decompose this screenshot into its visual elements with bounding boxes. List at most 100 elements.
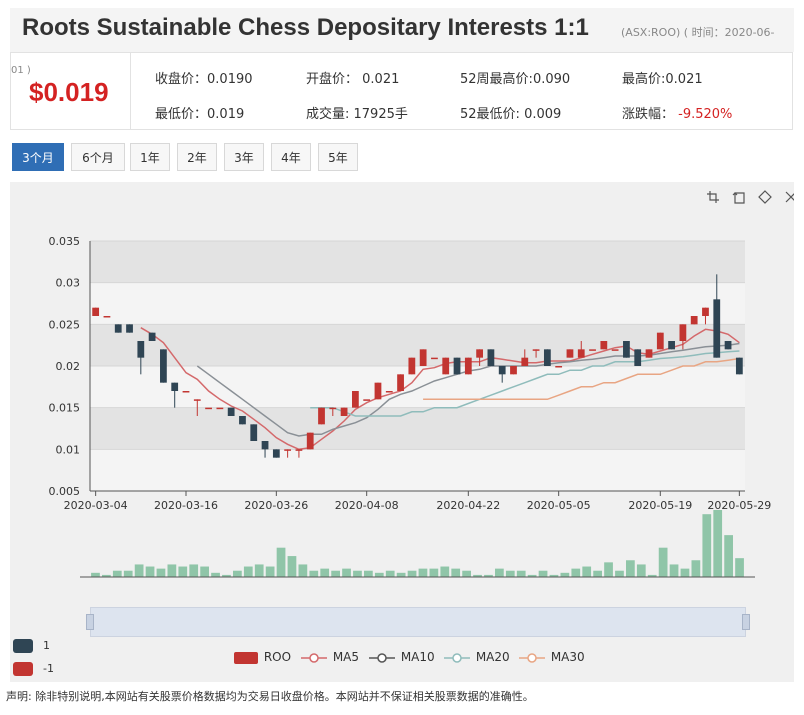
candle-body: [171, 382, 179, 391]
volume-bar: [680, 568, 690, 577]
range-tab-3y[interactable]: 3年: [224, 143, 264, 171]
y-tick-label: 0.015: [49, 402, 81, 415]
volume-bar: [145, 566, 155, 577]
grid-band: [90, 407, 745, 450]
legend-item-roo[interactable]: ROO: [234, 650, 291, 665]
volume-bar: [691, 560, 701, 577]
volume-bar: [265, 566, 275, 577]
divider: [130, 53, 131, 129]
legend-item-ma5[interactable]: MA5: [301, 650, 359, 665]
legend-item-ma20[interactable]: MA20: [444, 650, 510, 665]
candle-body: [250, 424, 258, 441]
candle-body: [363, 399, 371, 401]
page-title: Roots Sustainable Chess Depositary Inter…: [22, 14, 589, 41]
range-tab-5y[interactable]: 5年: [318, 143, 358, 171]
zoom-icon[interactable]: [706, 190, 720, 204]
volume-bar: [658, 547, 668, 577]
candle-body: [724, 341, 732, 350]
stat-volume: 成交量: 17925手: [306, 107, 408, 122]
candle-body: [205, 407, 212, 410]
candle-body: [735, 357, 743, 375]
legend-item-ma30[interactable]: MA30: [519, 650, 585, 665]
zoom-reset-icon[interactable]: [732, 190, 746, 204]
candle-body: [352, 391, 359, 408]
candle-body: [634, 349, 642, 366]
volume-bar: [626, 560, 635, 577]
ma-line-ma20: [310, 350, 740, 417]
data-zoom-slider[interactable]: [90, 607, 746, 637]
candle-body: [227, 407, 235, 416]
save-image-icon[interactable]: [784, 190, 794, 204]
candle-body: [566, 349, 574, 358]
candle-body: [510, 366, 517, 375]
candle-body: [498, 366, 506, 375]
candle-body: [318, 407, 325, 425]
volume-bar: [527, 574, 537, 577]
candle-body: [464, 357, 472, 375]
volume-bar: [647, 574, 657, 577]
y-tick-label: 0.02: [56, 360, 81, 373]
grid-band: [90, 324, 745, 366]
current-price: $0.019: [29, 77, 109, 107]
range-tab-3m[interactable]: 3个月: [12, 143, 64, 171]
grid-band: [90, 241, 745, 283]
range-tab-2y[interactable]: 2年: [177, 143, 217, 171]
candle-body: [532, 349, 540, 351]
volume-bar: [560, 572, 570, 577]
candle-body: [543, 349, 551, 366]
volume-bar: [374, 572, 384, 577]
candle-body: [645, 349, 653, 358]
volume-bar: [211, 572, 220, 577]
candle-body: [408, 357, 416, 375]
candle-body: [521, 357, 529, 366]
candle-body: [261, 441, 269, 450]
volume-bar: [484, 574, 493, 577]
candle-body: [148, 332, 156, 341]
slider-left-handle[interactable]: [86, 614, 94, 630]
x-tick-label: 2020-03-26: [244, 499, 308, 512]
candle-body: [92, 307, 100, 316]
volume-bar: [233, 570, 242, 577]
candle-body: [419, 349, 427, 366]
candle-body: [216, 407, 224, 410]
volume-bar: [713, 510, 723, 577]
range-tab-4y[interactable]: 4年: [271, 143, 311, 171]
x-tick-label: 2020-05-19: [628, 499, 692, 512]
disclaimer: 声明: 除非特别说明,本网站有关股票价格数据均为交易日收盘价格。本网站并不保证相…: [6, 690, 534, 703]
volume-bar: [200, 566, 209, 577]
candle-body: [385, 391, 393, 393]
candle-body: [577, 349, 585, 358]
volume-bar: [91, 572, 100, 577]
stat-open: 开盘价： 0.021: [306, 72, 400, 87]
volume-bar: [669, 564, 679, 577]
y-tick-label: 0.01: [56, 443, 81, 456]
volume-bar: [538, 570, 548, 577]
candle-body: [103, 316, 111, 318]
title-bar: Roots Sustainable Chess Depositary Inter…: [10, 8, 794, 52]
legend-item-ma10[interactable]: MA10: [369, 650, 435, 665]
candle-body: [182, 391, 190, 393]
volume-bar: [222, 574, 231, 577]
volume-bar: [516, 570, 526, 577]
candle-body: [453, 357, 461, 375]
volume-bar: [112, 570, 122, 577]
candle-body: [679, 324, 687, 341]
y-tick-label: 0.035: [49, 235, 81, 248]
volume-bar: [353, 570, 362, 577]
volume-bar: [254, 564, 264, 577]
range-tab-6m[interactable]: 6个月: [71, 143, 125, 171]
volume-bar: [243, 566, 253, 577]
slider-right-handle[interactable]: [742, 614, 750, 630]
candle-body: [656, 332, 664, 350]
restore-icon[interactable]: [758, 190, 772, 204]
volume-bar: [549, 574, 559, 577]
legend-swatch-up: [13, 662, 33, 676]
stat-change: 涨跌幅： -9.520%: [622, 107, 733, 122]
candle-body: [487, 349, 495, 366]
volume-bar: [156, 568, 166, 577]
volume-bar: [167, 564, 177, 577]
volume-bar: [178, 566, 188, 577]
range-tab-1y[interactable]: 1年: [130, 143, 170, 171]
volume-bar: [505, 570, 515, 577]
